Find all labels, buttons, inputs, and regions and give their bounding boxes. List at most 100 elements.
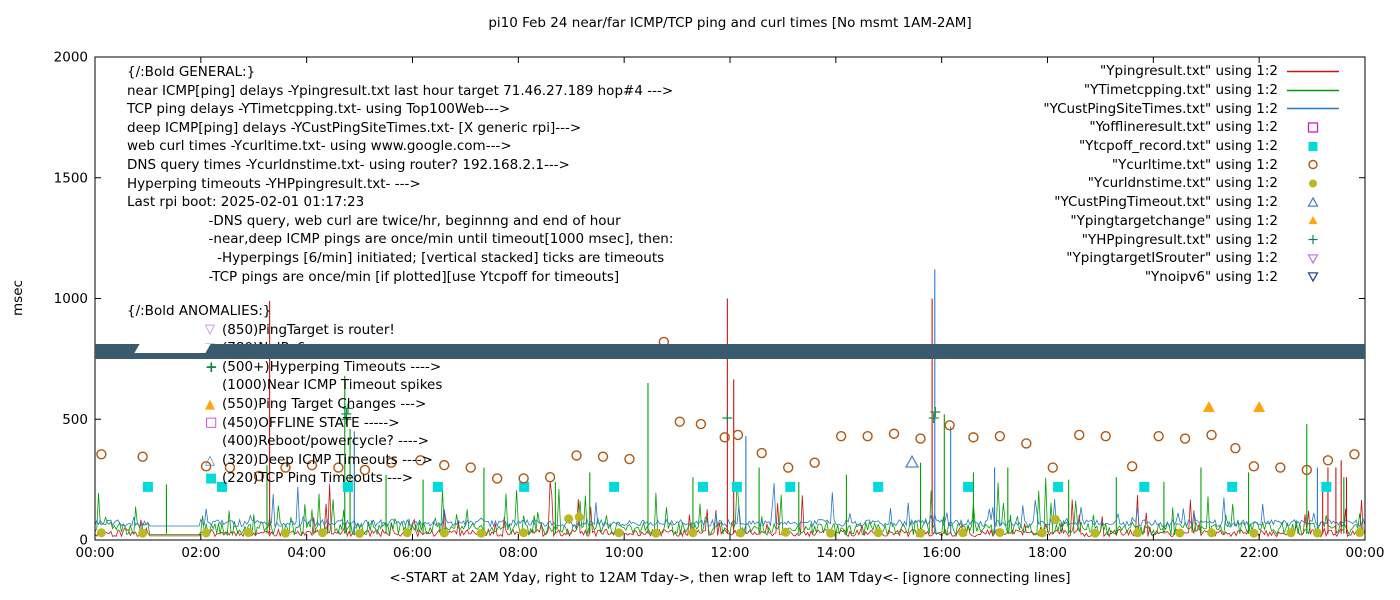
anomaly-row: ▲ (550)Ping Target Changes ---> — [127, 395, 442, 414]
legend-item: "Yofflineresult.txt" using 1:2 — [1043, 118, 1341, 137]
legend-sample-circle-fill-icon — [1309, 179, 1317, 188]
square-open-icon: □ — [205, 415, 218, 431]
x-tick-label: 12:00 — [711, 545, 750, 561]
x-tick-label: 20:00 — [1134, 545, 1173, 561]
general-line: near ICMP[ping] delays -Ypingresult.txt … — [127, 82, 674, 99]
legend-sample-square-fill-icon — [1308, 141, 1318, 151]
general-line: {/:Bold GENERAL:} — [127, 64, 256, 80]
anomaly-text: (500+)Hyperping Timeouts ----> — [222, 358, 442, 375]
anomaly-text: (550)Ping Target Changes ---> — [222, 395, 427, 412]
y-tick-label: 2000 — [54, 50, 88, 66]
legend-sample-plus-icon — [1308, 235, 1318, 245]
legend-label: "YCustPingTimeout.txt" using 1:2 — [1054, 194, 1278, 211]
general-notes: {/:Bold GENERAL:} near ICMP[ping] delays … — [127, 63, 673, 286]
legend-label: "YpingtargetISrouter" using 1:2 — [1066, 250, 1278, 267]
anomaly-text: (400)Reboot/powercycle? ----> — [222, 433, 429, 450]
legend-label: "Ypingtargetchange" using 1:2 — [1070, 212, 1278, 229]
noipv6-band — [95, 343, 1365, 360]
legend-label: "Ycurldnstime.txt" using 1:2 — [1087, 175, 1278, 192]
anomaly-row: □ (450)OFFLINE STATE -----> — [127, 414, 442, 433]
legend-label: "Ypingresult.txt" using 1:2 — [1100, 63, 1278, 80]
x-tick-label: 18:00 — [1028, 545, 1067, 561]
legend-item: "Ypingresult.txt" using 1:2 — [1043, 62, 1341, 81]
legend-sample-triangle-up-fill-icon — [1308, 216, 1318, 225]
y-tick-label: 500 — [62, 412, 88, 428]
legend-sample-line-icon — [1287, 89, 1339, 91]
x-tick-label: 06:00 — [393, 545, 432, 561]
y-tick-label: 1000 — [54, 291, 88, 307]
legend: "Ypingresult.txt" using 1:2 "YTimetcpping… — [1043, 62, 1341, 286]
general-line: TCP ping delays -YTimetcpping.txt- using… — [127, 101, 511, 118]
legend-label: "Yofflineresult.txt" using 1:2 — [1089, 119, 1278, 136]
legend-label: "YTimetcpping.txt" using 1:2 — [1083, 82, 1278, 99]
legend-sample-triangle-up-open-icon — [1307, 196, 1319, 207]
legend-item: "YHPpingresult.txt" using 1:2 — [1043, 230, 1341, 249]
x-tick-label: 08:00 — [499, 545, 538, 561]
anomalies-header: {/:Bold ANOMALIES:} — [127, 303, 272, 319]
legend-item: "Ytcpoff_record.txt" using 1:2 — [1043, 137, 1341, 156]
legend-label: "Ynoipv6" using 1:2 — [1144, 268, 1278, 285]
legend-item: "Ynoipv6" using 1:2 — [1043, 268, 1341, 287]
legend-item: "YpingtargetISrouter" using 1:2 — [1043, 249, 1341, 268]
anomaly-row: ■ (220)TCP Ping Timeouts ---> — [127, 469, 442, 488]
x-tick-label: 04:00 — [287, 545, 326, 561]
x-tick-label: 22:00 — [1240, 545, 1279, 561]
x-tick-label: 00:00 — [1346, 545, 1385, 561]
general-line: Hyperping timeouts -YHPpingresult.txt- -… — [127, 175, 421, 192]
anomaly-text: (1000)Near ICMP Timeout spikes — [222, 377, 443, 394]
series-Ypingresult — [94, 481, 1366, 538]
legend-label: "YCustPingSiteTimes.txt" using 1:2 — [1043, 100, 1278, 117]
anomaly-text: (220)TCP Ping Timeouts ---> — [222, 470, 414, 487]
general-line: Last rpi boot: 2025-02-01 01:17:23 — [127, 194, 365, 211]
chart-title: pi10 Feb 24 near/far ICMP/TCP ping and c… — [488, 15, 972, 31]
anomaly-row: (400)Reboot/powercycle? ----> — [127, 432, 442, 451]
axes: 00:00 02:00 04:00 06:00 08:00 10:00 12:00 14:00… — [54, 50, 1385, 562]
general-line: -Hyperpings [6/min] initiated; [vertical… — [127, 249, 665, 266]
legend-item: "Ypingtargetchange" using 1:2 — [1043, 212, 1341, 231]
legend-sample-line-icon — [1287, 107, 1339, 110]
legend-sample-triangle-down-open-icon — [1307, 272, 1319, 283]
legend-item: "Ycurltime.txt" using 1:2 — [1043, 155, 1341, 174]
series-YCustPingSiteTimes — [94, 483, 1366, 528]
square-fill-icon: ■ — [205, 471, 218, 487]
anomalies-notes: {/:Bold ANOMALIES:} ▽ (850)PingTarget is r… — [127, 302, 442, 488]
legend-item: "Ycurldnstime.txt" using 1:2 — [1043, 174, 1341, 193]
anomaly-row: (1000)Near ICMP Timeout spikes — [127, 376, 442, 395]
x-tick-label: 14:00 — [816, 545, 855, 561]
legend-sample-circle-open-icon — [1308, 160, 1318, 170]
plus-icon: + — [205, 357, 218, 376]
timeout-spikes — [165, 269, 1348, 534]
triangle-up-fill-icon: ▲ — [205, 396, 215, 412]
x-tick-label: 10:00 — [605, 545, 644, 561]
anomaly-row: ▽ (850)PingTarget is router! — [127, 321, 442, 340]
general-line: -DNS query, web curl are twice/hr, begin… — [127, 212, 621, 229]
general-line: deep ICMP[ping] delays -YCustPingSiteTim… — [127, 119, 582, 136]
general-line: web curl times -Ycurltime.txt- using www… — [127, 138, 512, 155]
band-gap — [134, 343, 212, 353]
legend-item: "YTimetcpping.txt" using 1:2 — [1043, 81, 1341, 100]
x-tick-label: 16:00 — [922, 545, 961, 561]
legend-sample-triangle-down-open-icon — [1307, 253, 1319, 265]
legend-label: "Ytcpoff_record.txt" using 1:2 — [1078, 138, 1278, 155]
legend-sample-line-icon — [1287, 70, 1339, 73]
event-markers — [96, 336, 1365, 538]
x-axis-label: <-START at 2AM Yday, right to 12AM Tday-… — [389, 570, 1071, 586]
general-line: -near,deep ICMP pings are once/min until… — [127, 231, 674, 248]
legend-item: "YCustPingTimeout.txt" using 1:2 — [1043, 193, 1341, 212]
legend-sample-square-open-icon — [1307, 122, 1319, 133]
x-tick-label: 00:00 — [76, 545, 115, 561]
anomaly-text: (850)PingTarget is router! — [222, 321, 395, 338]
anomaly-text: (320)Deep ICMP Timeouts ----> — [222, 451, 433, 468]
general-line: DNS query times -Ycurldnstime.txt- using… — [127, 156, 570, 173]
y-tick-label: 1500 — [54, 170, 88, 186]
legend-label: "Ycurltime.txt" using 1:2 — [1111, 156, 1278, 173]
anomaly-row: + (500+)Hyperping Timeouts ----> — [127, 358, 442, 377]
general-line: -TCP pings are once/min [if plotted][use… — [127, 268, 620, 285]
triangle-up-open-icon: △ — [205, 452, 215, 468]
anomaly-row: △ (320)Deep ICMP Timeouts ----> — [127, 451, 442, 470]
legend-item: "YCustPingSiteTimes.txt" using 1:2 — [1043, 99, 1341, 118]
y-tick-label: 0 — [79, 533, 88, 549]
x-tick-label: 02:00 — [181, 545, 220, 561]
